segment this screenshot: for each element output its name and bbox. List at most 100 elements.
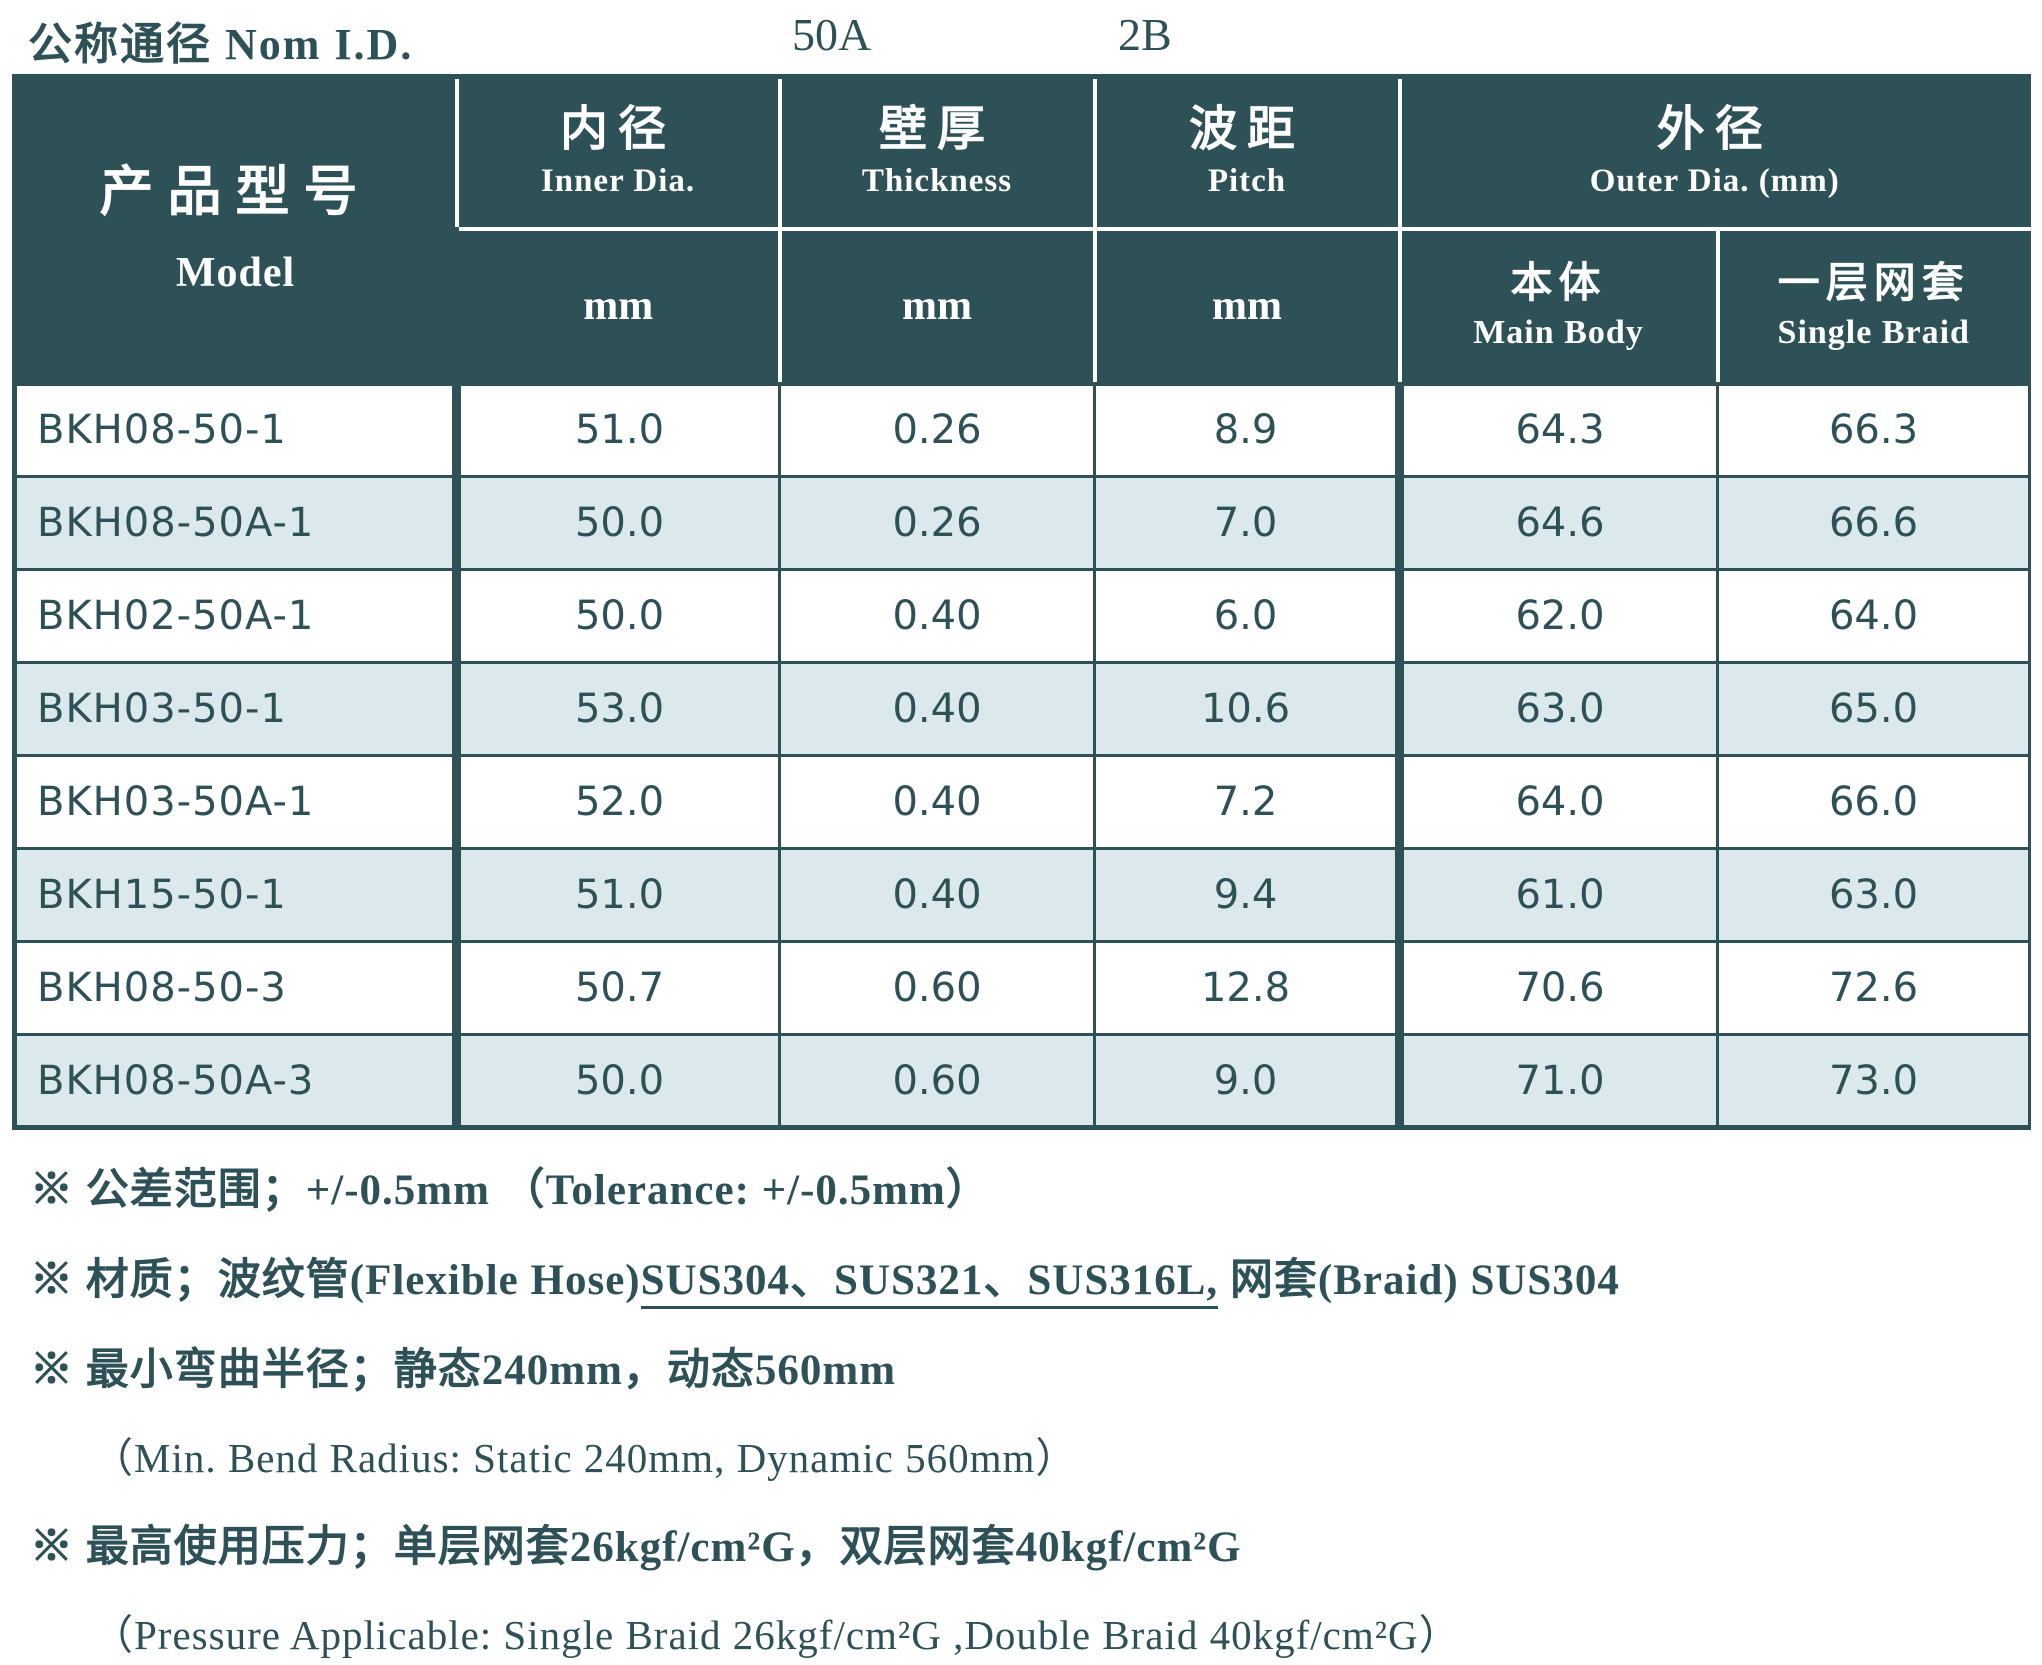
cell-thickness: 0.40	[778, 568, 1096, 664]
header-thickness-unit: mm	[777, 226, 1097, 386]
header-thickness-zh: 壁厚	[878, 103, 995, 157]
header-pitch-unit: mm	[1092, 226, 1402, 386]
header-row-2: mm mm mm 本体 Main Body 一层网套 Single Braid	[15, 226, 2032, 386]
header-thickness-unit-label: mm	[902, 283, 972, 329]
header-pitch-unit-label: mm	[1212, 283, 1282, 329]
cell-main-body: 71.0	[1398, 1033, 1719, 1130]
nominal-id-row: 公称通径 Nom I.D. 50A 2B	[0, 0, 2042, 74]
cell-thickness: 0.60	[778, 940, 1096, 1036]
note-bend-radius-en: （Min. Bend Radius: Static 240mm, Dynamic…	[92, 1435, 1078, 1482]
cell-pitch: 7.2	[1093, 754, 1404, 850]
header-inner-dia-unit: mm	[454, 226, 782, 386]
header-thickness-en: Thickness	[861, 163, 1013, 200]
header-single-braid-en: Single Braid	[1777, 313, 1970, 351]
cell-model: BKH08-50A-1	[12, 475, 461, 571]
nominal-id-label: 公称通径 Nom I.D.	[28, 20, 414, 69]
cell-thickness: 0.40	[778, 847, 1096, 943]
cell-thickness: 0.60	[778, 1033, 1096, 1130]
header-main-body-zh: 本体	[1510, 259, 1607, 307]
cell-main-body: 64.0	[1398, 754, 1719, 850]
cell-model: BKH08-50-1	[12, 382, 461, 478]
header-row-1: 产品型号 Model 内径 Inner Dia. 壁厚 Thickness 波距…	[12, 74, 2032, 386]
header-inner-dia-zh: 内径	[559, 103, 676, 157]
header-pitch: 波距 Pitch	[1092, 74, 1402, 231]
note-pressure-en: （Pressure Applicable: Single Braid 26kgf…	[92, 1612, 1461, 1659]
note-material-prefix: ※ 材质；波纹管(Flexible Hose)	[30, 1256, 641, 1304]
cell-inner-dia: 53.0	[455, 661, 781, 757]
cell-pitch: 8.9	[1093, 382, 1404, 478]
table-row: BKH03-50A-1 52.0 0.40 7.2 64.0 66.0	[12, 754, 2032, 850]
header-main-body-en: Main Body	[1473, 313, 1644, 351]
header-model-zh: 产品型号	[99, 162, 372, 223]
cell-single-braid: 73.0	[1715, 1033, 2032, 1130]
header-outer-dia-en: Outer Dia. (mm)	[1589, 163, 1840, 200]
header-pitch-en: Pitch	[1207, 163, 1287, 200]
cell-model: BKH08-50-3	[12, 940, 461, 1036]
cell-model: BKH08-50A-3	[12, 1033, 461, 1130]
cell-single-braid: 64.0	[1715, 568, 2032, 664]
table-body: BKH08-50-1 51.0 0.26 8.9 64.3 66.3 BKH08…	[12, 382, 2032, 1130]
cell-inner-dia: 50.0	[455, 475, 781, 571]
header-outer-dia-zh: 外径	[1656, 103, 1773, 157]
cell-single-braid: 63.0	[1715, 847, 2032, 943]
header-pitch-zh: 波距	[1188, 103, 1305, 157]
cell-pitch: 12.8	[1093, 940, 1404, 1036]
header-thickness: 壁厚 Thickness	[777, 74, 1097, 231]
nominal-id-value-2b: 2B	[1118, 9, 1172, 60]
header-inner-dia-unit-label: mm	[583, 283, 654, 329]
note-bend-radius-zh: ※ 最小弯曲半径；静态240mm，动态560mm	[30, 1346, 897, 1394]
cell-pitch: 10.6	[1093, 661, 1404, 757]
table-row: BKH08-50-1 51.0 0.26 8.9 64.3 66.3	[12, 382, 2032, 478]
cell-single-braid: 65.0	[1715, 661, 2032, 757]
cell-main-body: 70.6	[1398, 940, 1719, 1036]
cell-main-body: 61.0	[1398, 847, 1719, 943]
header-inner-dia-en: Inner Dia.	[540, 163, 696, 200]
note-tolerance: ※ 公差范围；+/-0.5mm （Tolerance: +/-0.5mm）	[30, 1167, 990, 1214]
cell-single-braid: 72.6	[1715, 940, 2032, 1036]
header-outer-dia: 外径 Outer Dia. (mm)	[1397, 74, 2032, 231]
cell-pitch: 9.0	[1093, 1033, 1404, 1130]
table-row: BKH02-50A-1 50.0 0.40 6.0 62.0 64.0	[12, 568, 2032, 664]
cell-single-braid: 66.6	[1715, 475, 2032, 571]
cell-thickness: 0.40	[778, 754, 1096, 850]
cell-single-braid: 66.0	[1715, 754, 2032, 850]
cell-inner-dia: 50.0	[455, 1033, 781, 1130]
cell-inner-dia: 50.0	[455, 568, 781, 664]
header-main-body: 本体 Main Body	[1397, 226, 1720, 386]
nominal-id-value-50a: 50A	[792, 9, 872, 60]
cell-thickness: 0.26	[778, 475, 1096, 571]
cell-main-body: 63.0	[1398, 661, 1719, 757]
table-row: BKH08-50-3 50.7 0.60 12.8 70.6 72.6	[12, 940, 2032, 1036]
header-model-en: Model	[175, 249, 296, 296]
cell-thickness: 0.40	[778, 661, 1096, 757]
cell-model: BKH03-50-1	[12, 661, 461, 757]
header-inner-dia: 内径 Inner Dia.	[454, 74, 782, 231]
cell-model: BKH02-50A-1	[12, 568, 461, 664]
cell-main-body: 62.0	[1398, 568, 1719, 664]
table-row: BKH08-50A-3 50.0 0.60 9.0 71.0 73.0	[12, 1033, 2032, 1130]
table-header: 产品型号 Model 内径 Inner Dia. 壁厚 Thickness 波距…	[12, 74, 2032, 386]
cell-pitch: 7.0	[1093, 475, 1404, 571]
cell-inner-dia: 51.0	[455, 847, 781, 943]
note-material-grades-underlined: SUS304、SUS321、SUS316L,	[640, 1256, 1219, 1309]
cell-inner-dia: 50.7	[455, 940, 781, 1036]
header-single-braid-zh: 一层网套	[1777, 259, 1970, 307]
table-row: BKH03-50-1 53.0 0.40 10.6 63.0 65.0	[12, 661, 2032, 757]
note-pressure-zh: ※ 最高使用压力；单层网套26kgf/cm²G，双层网套40kgf/cm²G	[30, 1523, 1242, 1571]
cell-model: BKH03-50A-1	[12, 754, 461, 850]
cell-main-body: 64.3	[1398, 382, 1719, 478]
header-model: 产品型号 Model	[12, 74, 459, 386]
cell-inner-dia: 51.0	[455, 382, 781, 478]
cell-pitch: 9.4	[1093, 847, 1404, 943]
footnotes: ※ 公差范围；+/-0.5mm （Tolerance: +/-0.5mm） ※ …	[30, 1164, 2042, 1662]
cell-inner-dia: 52.0	[455, 754, 781, 850]
note-material-suffix: 网套(Braid) SUS304	[1218, 1256, 1620, 1304]
hose-spec-table: 产品型号 Model 内径 Inner Dia. 壁厚 Thickness 波距…	[12, 74, 2032, 1130]
header-single-braid: 一层网套 Single Braid	[1715, 226, 2032, 386]
table-row: BKH08-50A-1 50.0 0.26 7.0 64.6 66.6	[12, 475, 2032, 571]
note-material: ※ 材质；波纹管(Flexible Hose)SUS304、SUS321、SUS…	[30, 1254, 2042, 1309]
table-row: BKH15-50-1 51.0 0.40 9.4 61.0 63.0	[12, 847, 2032, 943]
cell-model: BKH15-50-1	[12, 847, 461, 943]
cell-thickness: 0.26	[778, 382, 1096, 478]
cell-main-body: 64.6	[1398, 475, 1719, 571]
